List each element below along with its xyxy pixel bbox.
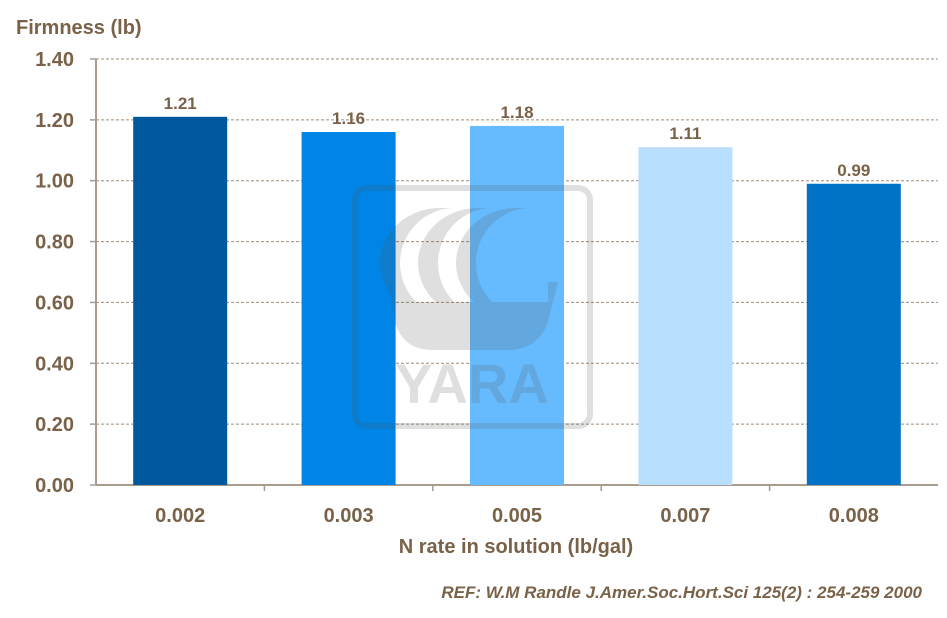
data-label: 0.99 [837, 161, 870, 180]
yara-watermark: YARA [352, 185, 593, 429]
x-tick-label: 0.002 [155, 505, 205, 527]
bar [301, 132, 396, 485]
y-tick-label: 1.00 [35, 171, 74, 193]
y-tick-label: 0.40 [35, 353, 74, 375]
watermark-text: YARA [395, 352, 549, 415]
bar [133, 116, 228, 486]
y-tick-label: 0.80 [35, 232, 74, 254]
data-label: 1.21 [164, 94, 197, 113]
data-label: 1.18 [500, 103, 533, 122]
y-tick-label: 0.60 [35, 292, 74, 314]
reference-note: REF: W.M Randle J.Amer.Soc.Hort.Sci 125(… [441, 583, 922, 602]
x-axis-title: N rate in solution (lb/gal) [399, 536, 633, 558]
y-axis-title: Firmness (lb) [16, 17, 142, 39]
x-tick-label: 0.007 [660, 505, 710, 527]
bar [806, 183, 901, 485]
x-tick-label: 0.008 [829, 505, 879, 527]
y-tick-label: 0.00 [35, 475, 74, 497]
y-tick-label: 1.40 [35, 49, 74, 71]
data-label: 1.16 [332, 109, 365, 128]
y-tick-label: 0.20 [35, 414, 74, 436]
y-tick-label: 1.20 [35, 110, 74, 132]
data-label: 1.11 [669, 124, 701, 143]
bar [638, 147, 733, 485]
x-tick-label: 0.003 [324, 505, 374, 527]
bar [470, 125, 564, 485]
x-tick-label: 0.005 [492, 505, 542, 527]
